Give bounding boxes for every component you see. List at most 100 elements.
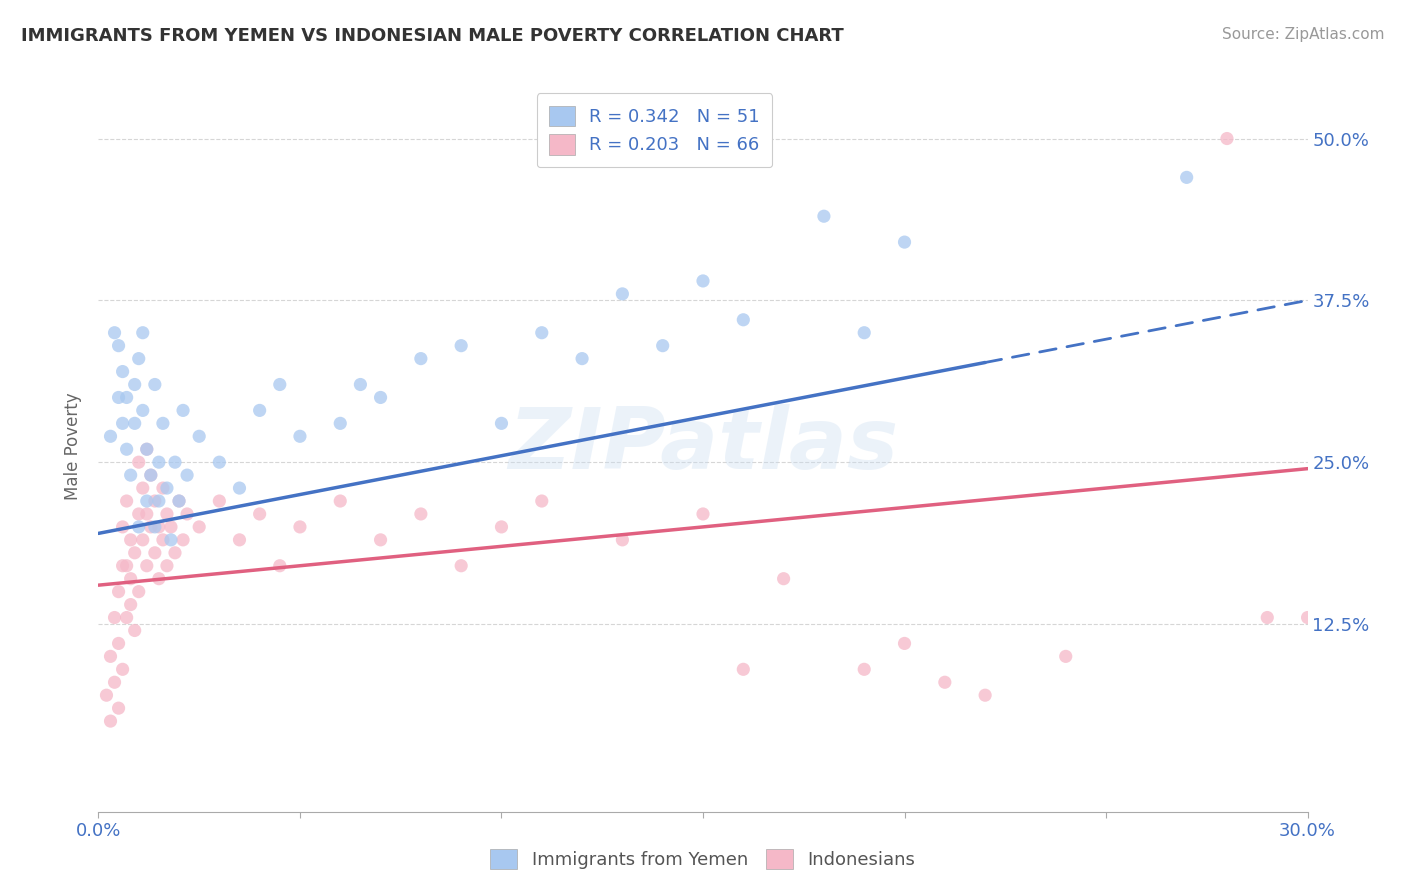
Point xyxy=(269,377,291,392)
Point xyxy=(733,312,755,326)
Point xyxy=(139,468,162,483)
Point xyxy=(450,339,472,353)
Point xyxy=(1256,610,1278,624)
Point xyxy=(135,494,157,508)
Point xyxy=(450,558,472,573)
Point xyxy=(100,429,122,443)
Point xyxy=(111,417,134,431)
Point xyxy=(111,558,134,573)
Point xyxy=(772,572,794,586)
Point xyxy=(893,235,915,249)
Point xyxy=(1054,649,1077,664)
Point xyxy=(612,533,634,547)
Point xyxy=(139,520,162,534)
Point xyxy=(128,351,150,366)
Point xyxy=(288,520,311,534)
Point xyxy=(132,481,155,495)
Point xyxy=(124,546,146,560)
Point xyxy=(132,403,155,417)
Point xyxy=(139,468,162,483)
Point xyxy=(132,533,155,547)
Point xyxy=(120,468,142,483)
Point xyxy=(128,507,150,521)
Point xyxy=(115,558,138,573)
Point xyxy=(329,494,352,508)
Point xyxy=(135,507,157,521)
Point xyxy=(156,507,179,521)
Point xyxy=(1296,610,1319,624)
Point xyxy=(491,520,513,534)
Point xyxy=(651,339,673,353)
Point xyxy=(148,572,170,586)
Point xyxy=(111,520,134,534)
Point xyxy=(107,636,129,650)
Point xyxy=(143,546,166,560)
Point xyxy=(143,494,166,508)
Point xyxy=(115,442,138,457)
Point xyxy=(167,494,190,508)
Point xyxy=(172,533,194,547)
Point xyxy=(143,377,166,392)
Text: Source: ZipAtlas.com: Source: ZipAtlas.com xyxy=(1222,27,1385,42)
Point xyxy=(120,572,142,586)
Point xyxy=(96,688,118,702)
Point xyxy=(100,714,122,728)
Point xyxy=(132,326,155,340)
Point xyxy=(530,326,553,340)
Point xyxy=(349,377,371,392)
Point xyxy=(370,391,392,405)
Point xyxy=(853,662,876,676)
Point xyxy=(152,533,174,547)
Point xyxy=(107,391,129,405)
Point xyxy=(733,662,755,676)
Text: ZIPatlas: ZIPatlas xyxy=(508,404,898,488)
Point xyxy=(120,533,142,547)
Point xyxy=(124,624,146,638)
Point xyxy=(156,558,179,573)
Y-axis label: Male Poverty: Male Poverty xyxy=(65,392,83,500)
Point xyxy=(692,507,714,521)
Point xyxy=(974,688,997,702)
Point xyxy=(115,494,138,508)
Point xyxy=(148,455,170,469)
Legend: R = 0.342   N = 51, R = 0.203   N = 66: R = 0.342 N = 51, R = 0.203 N = 66 xyxy=(537,93,772,167)
Point xyxy=(107,701,129,715)
Point xyxy=(188,520,211,534)
Point xyxy=(160,533,183,547)
Point xyxy=(172,403,194,417)
Point xyxy=(115,391,138,405)
Point xyxy=(115,610,138,624)
Point xyxy=(103,610,125,624)
Point xyxy=(135,442,157,457)
Point xyxy=(571,351,593,366)
Point xyxy=(269,558,291,573)
Point xyxy=(107,339,129,353)
Legend: Immigrants from Yemen, Indonesians: Immigrants from Yemen, Indonesians xyxy=(481,839,925,879)
Point xyxy=(163,455,186,469)
Point xyxy=(100,649,122,664)
Point xyxy=(103,326,125,340)
Point xyxy=(288,429,311,443)
Point xyxy=(176,468,198,483)
Point xyxy=(124,417,146,431)
Point xyxy=(111,662,134,676)
Point xyxy=(152,481,174,495)
Point xyxy=(208,455,231,469)
Point xyxy=(208,494,231,508)
Point xyxy=(148,494,170,508)
Point xyxy=(228,481,250,495)
Point xyxy=(124,377,146,392)
Point xyxy=(152,417,174,431)
Point xyxy=(176,507,198,521)
Text: IMMIGRANTS FROM YEMEN VS INDONESIAN MALE POVERTY CORRELATION CHART: IMMIGRANTS FROM YEMEN VS INDONESIAN MALE… xyxy=(21,27,844,45)
Point xyxy=(103,675,125,690)
Point xyxy=(692,274,714,288)
Point xyxy=(249,507,271,521)
Point xyxy=(163,546,186,560)
Point xyxy=(167,494,190,508)
Point xyxy=(135,558,157,573)
Point xyxy=(491,417,513,431)
Point xyxy=(128,520,150,534)
Point xyxy=(111,365,134,379)
Point xyxy=(128,584,150,599)
